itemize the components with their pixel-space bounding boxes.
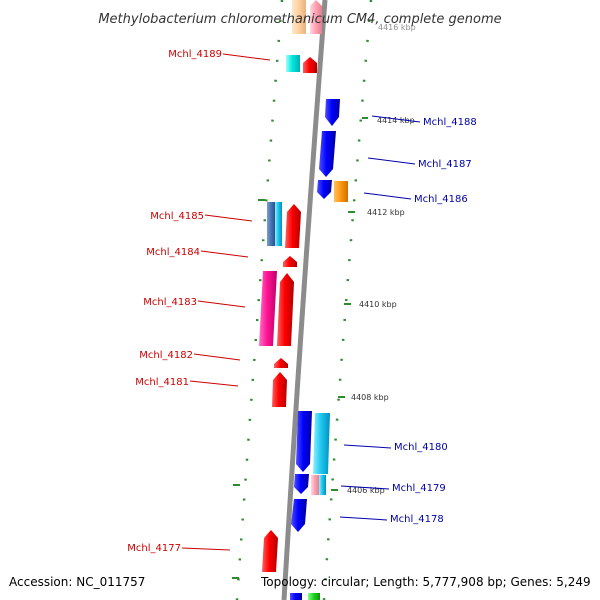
gene-label-mchl-4182: Mchl_4182 [139, 350, 193, 361]
gene-box-pink [311, 475, 319, 495]
topology-summary-text: Topology: circular; Length: 5,777,908 bp… [260, 575, 591, 589]
leader-line [197, 300, 246, 308]
gene-arrow-red [262, 530, 278, 572]
gene-arrow-red [283, 256, 297, 267]
gene-arrow-red [285, 204, 301, 248]
scale-label: 4406 kbp [347, 486, 385, 495]
scale-label: 4408 kbp [351, 393, 389, 402]
inner-dotted-arc [235, 0, 284, 600]
scale-label: 4410 kbp [359, 300, 397, 309]
gene-arrow-blue [319, 131, 336, 177]
gene-label-mchl-4189: Mchl_4189 [168, 49, 222, 60]
leader-line [193, 353, 241, 361]
gene-label-mchl-4183: Mchl_4183 [143, 297, 197, 308]
gene-arrow-red [303, 57, 317, 73]
gene-label-mchl-4180: Mchl_4180 [394, 442, 448, 453]
gene-label-mchl-4181: Mchl_4181 [135, 377, 189, 388]
scale-label: 4414 kbp [377, 116, 415, 125]
outer-dotted-arc [322, 0, 373, 600]
leader-line [371, 115, 421, 123]
gene-label-mchl-4184: Mchl_4184 [146, 247, 200, 258]
genome-backbone [281, 0, 328, 600]
leader-line [222, 53, 271, 61]
leader-line [181, 547, 231, 551]
leader-line [340, 485, 390, 490]
gene-arrow-peach [292, 0, 306, 34]
leader-line [343, 444, 392, 449]
leader-line [189, 380, 239, 387]
gene-label-mchl-4185: Mchl_4185 [150, 211, 204, 222]
gene-box-cyan [275, 202, 282, 246]
gene-label-mchl-4188: Mchl_4188 [423, 117, 477, 128]
gene-label-mchl-4187: Mchl_4187 [418, 159, 472, 170]
accession-text: Accession: NC_011757 [9, 575, 145, 589]
gene-box-orange [334, 181, 348, 202]
gene-arrow-blue [296, 411, 312, 472]
gene-box-green [308, 593, 320, 600]
gene-arrow-magenta [259, 271, 277, 346]
gene-arrow-blue [325, 99, 340, 126]
gene-arrow-red [274, 358, 288, 368]
gene-label-mchl-4179: Mchl_4179 [392, 483, 446, 494]
leader-line [200, 250, 249, 258]
leader-line [363, 192, 412, 200]
gene-box-steel [267, 202, 275, 246]
gene-box-blue [290, 593, 302, 600]
gene-label-mchl-4186: Mchl_4186 [414, 194, 468, 205]
gene-box-cyan [319, 475, 326, 495]
leader-line [204, 214, 253, 222]
gene-label-mchl-4177: Mchl_4177 [127, 543, 181, 554]
gene-arrow-cyan [313, 413, 330, 474]
genome-title: Methylobacterium chloromethanicum CM4, c… [98, 12, 501, 27]
leader-line [339, 516, 388, 521]
leader-line [367, 157, 416, 165]
gene-box-aqua [286, 55, 300, 72]
scale-label: 4412 kbp [367, 208, 405, 217]
gene-arrow-blue [291, 499, 307, 532]
gene-arrow-blue [294, 474, 309, 494]
gene-arrow-red [277, 273, 294, 346]
gene-arrow-blue [317, 180, 332, 199]
gene-arrow-pink [310, 0, 322, 34]
gene-label-mchl-4178: Mchl_4178 [390, 514, 444, 525]
gene-arrow-red [272, 372, 287, 407]
scale-label: 4416 kbp [378, 23, 416, 32]
